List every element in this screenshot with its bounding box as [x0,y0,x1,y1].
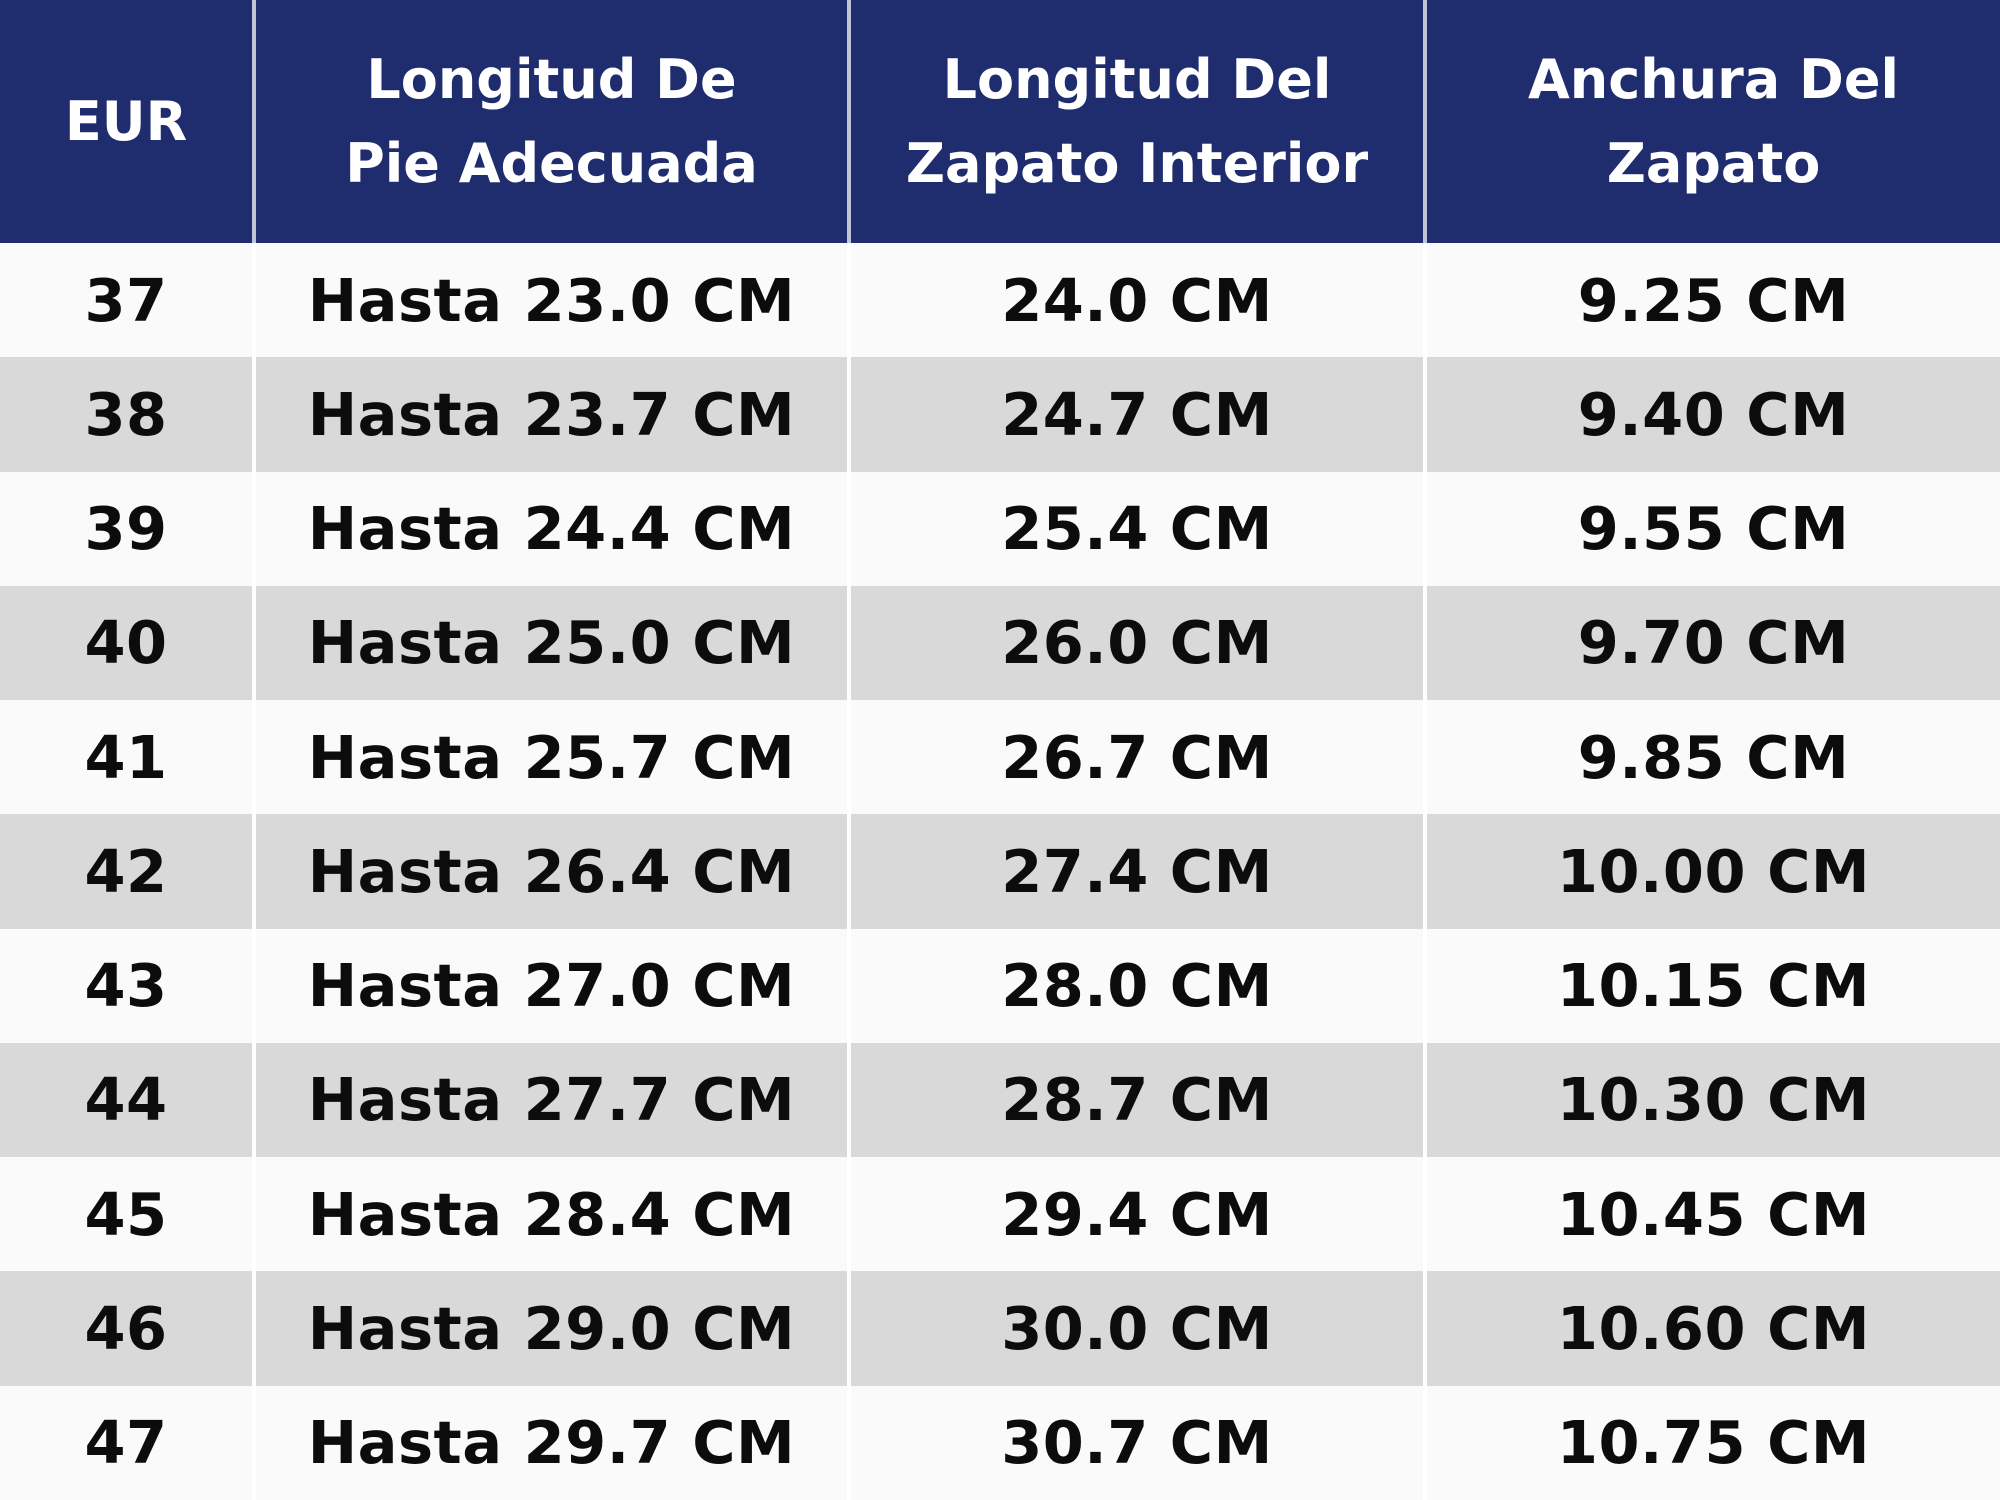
cell-inner-length: 26.7 CM [847,700,1423,815]
cell-foot-length: Hasta 28.4 CM [252,1157,847,1272]
cell-foot-length: Hasta 29.7 CM [252,1385,847,1500]
cell-foot-length: Hasta 25.0 CM [252,585,847,701]
cell-inner-length: 29.4 CM [847,1157,1423,1272]
table-body: 37 Hasta 23.0 CM 24.0 CM 9.25 CM 38 Hast… [0,243,2000,1500]
cell-eur: 40 [84,608,168,678]
table-row-eur-38: 38 Hasta 23.7 CM 24.7 CM 9.40 CM [0,357,2000,472]
header-cell-inner-length: Longitud Del Zapato Interior [847,0,1423,243]
cell-inner-length: 28.7 CM [847,1042,1423,1158]
table-row-eur-40: 40 Hasta 25.0 CM 26.0 CM 9.70 CM [0,585,2000,701]
cell-foot-length: Hasta 27.7 CM [252,1042,847,1158]
header-label-foot-length: Longitud De Pie Adecuada [345,47,758,195]
cell-shoe-width: 10.60 CM [1423,1271,2000,1386]
cell-shoe-width: 10.45 CM [1423,1157,2000,1272]
cell-eur: 44 [84,1065,168,1135]
table-row-eur-42: 42 Hasta 26.4 CM 27.4 CM 10.00 CM [0,814,2000,929]
cell-foot-length: Hasta 29.0 CM [252,1271,847,1386]
cell-eur: 37 [84,265,168,335]
cell-inner-length: 26.0 CM [847,585,1423,701]
header-cell-foot-length: Longitud De Pie Adecuada [252,0,847,243]
cell-foot-length: Hasta 23.7 CM [252,357,847,472]
table-row-eur-45: 45 Hasta 28.4 CM 29.4 CM 10.45 CM [0,1157,2000,1272]
cell-foot-length: Hasta 27.0 CM [252,928,847,1043]
cell-inner-length: 24.7 CM [847,357,1423,472]
cell-eur: 42 [84,836,168,906]
table-header-row: EUR Longitud De Pie Adecuada Longitud De… [0,0,2000,243]
table-row-eur-37: 37 Hasta 23.0 CM 24.0 CM 9.25 CM [0,243,2000,358]
cell-eur: 45 [84,1179,168,1249]
cell-eur: 41 [84,722,168,792]
cell-shoe-width: 9.70 CM [1423,585,2000,701]
cell-foot-length: Hasta 25.7 CM [252,700,847,815]
cell-inner-length: 24.0 CM [847,243,1423,358]
cell-eur: 43 [84,951,168,1021]
cell-foot-length: Hasta 24.4 CM [252,471,847,586]
header-label-inner-length: Longitud Del Zapato Interior [905,47,1369,195]
cell-eur: 46 [84,1294,168,1364]
cell-shoe-width: 9.55 CM [1423,471,2000,586]
cell-foot-length: Hasta 26.4 CM [252,814,847,929]
header-label-shoe-width: Anchura Del Zapato [1528,47,1899,195]
header-label-eur: EUR [64,89,188,153]
table-row-eur-41: 41 Hasta 25.7 CM 26.7 CM 9.85 CM [0,700,2000,815]
cell-eur: 38 [84,379,168,449]
header-cell-eur: EUR [0,0,252,243]
cell-foot-length: Hasta 23.0 CM [252,243,847,358]
cell-shoe-width: 10.75 CM [1423,1385,2000,1500]
cell-inner-length: 30.7 CM [847,1385,1423,1500]
header-cell-shoe-width: Anchura Del Zapato [1423,0,2000,243]
table-row-eur-39: 39 Hasta 24.4 CM 25.4 CM 9.55 CM [0,471,2000,586]
cell-shoe-width: 10.30 CM [1423,1042,2000,1158]
cell-inner-length: 27.4 CM [847,814,1423,929]
cell-eur: 47 [84,1408,168,1478]
table-row-eur-44: 44 Hasta 27.7 CM 28.7 CM 10.30 CM [0,1042,2000,1158]
cell-inner-length: 30.0 CM [847,1271,1423,1386]
table-row-eur-46: 46 Hasta 29.0 CM 30.0 CM 10.60 CM [0,1271,2000,1386]
cell-shoe-width: 9.85 CM [1423,700,2000,815]
table-row-eur-47: 47 Hasta 29.7 CM 30.7 CM 10.75 CM [0,1385,2000,1500]
cell-inner-length: 25.4 CM [847,471,1423,586]
cell-shoe-width: 10.00 CM [1423,814,2000,929]
cell-inner-length: 28.0 CM [847,928,1423,1043]
cell-shoe-width: 9.40 CM [1423,357,2000,472]
cell-shoe-width: 9.25 CM [1423,243,2000,358]
cell-eur: 39 [84,494,168,564]
table-row-eur-43: 43 Hasta 27.0 CM 28.0 CM 10.15 CM [0,928,2000,1043]
cell-shoe-width: 10.15 CM [1423,928,2000,1043]
